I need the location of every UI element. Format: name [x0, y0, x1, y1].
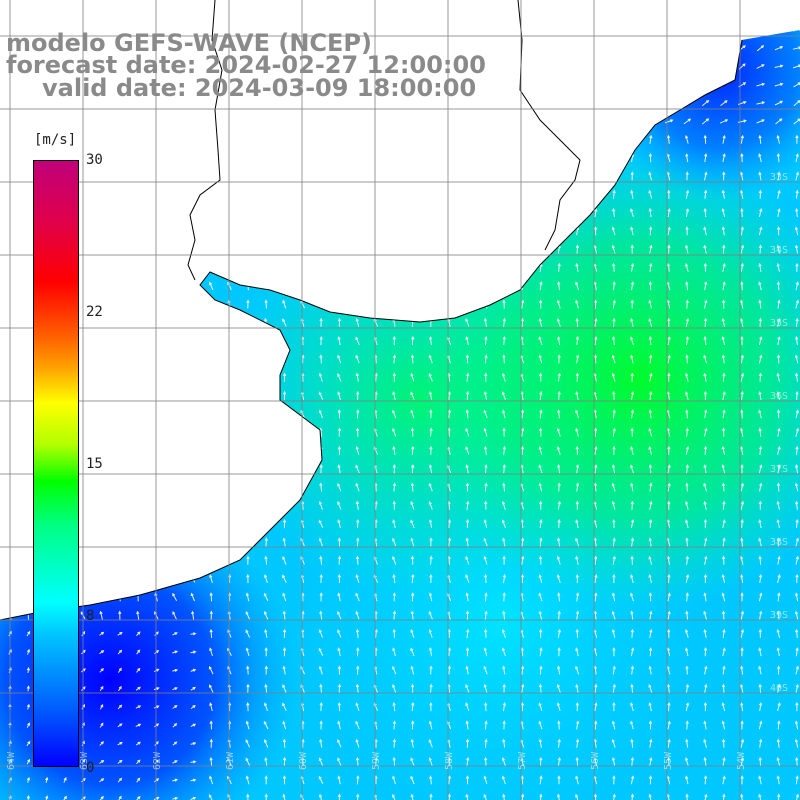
latitude-labels: 33S 34S 35S 36S 37S 38S 39S 40S [770, 172, 788, 694]
latitude-label: 34S [770, 245, 788, 256]
longitude-label: 64W [6, 751, 17, 770]
title-model: modelo GEFS-WAVE (NCEP) [6, 29, 372, 57]
longitude-labels: 64W 63W 62W 61W 60W 59W 58W 57W 56W 55W 54W [6, 751, 747, 770]
colorbar-units: [m/s] [33, 132, 78, 148]
latitude-label: 37S [770, 464, 788, 475]
latitude-label: 39S [770, 610, 788, 621]
colorbar-tick-8: 8 [86, 608, 95, 624]
title-forecast-date: forecast date: 2024-02-27 12:00:00 [6, 51, 486, 79]
longitude-label: 59W [371, 751, 382, 770]
longitude-label: 63W [79, 751, 90, 770]
latitude-label: 36S [770, 391, 788, 402]
longitude-label: 54W [736, 751, 747, 770]
latitude-label: 33S [770, 172, 788, 183]
longitude-label: 56W [590, 751, 601, 770]
longitude-label: 55W [663, 751, 674, 770]
longitude-label: 57W [517, 751, 528, 770]
longitude-label: 58W [444, 751, 455, 770]
title-valid-date: valid date: 2024-03-09 18:00:00 [42, 74, 477, 102]
colorbar-tick-15: 15 [86, 456, 103, 472]
colorbar-tick-22: 22 [86, 304, 103, 320]
river-border [517, 0, 581, 251]
inland-border [187, 0, 223, 281]
colorbar [33, 160, 79, 767]
latitude-label: 38S [770, 537, 788, 548]
latitude-label: 40S [770, 683, 788, 694]
colorbar-tick-0: 0 [86, 760, 95, 776]
latitude-label: 35S [770, 318, 788, 329]
coastline [0, 39, 743, 621]
longitude-label: 61W [225, 751, 236, 770]
colorbar-tick-30: 30 [86, 152, 103, 168]
longitude-label: 60W [298, 751, 309, 770]
longitude-label: 62W [152, 751, 163, 770]
